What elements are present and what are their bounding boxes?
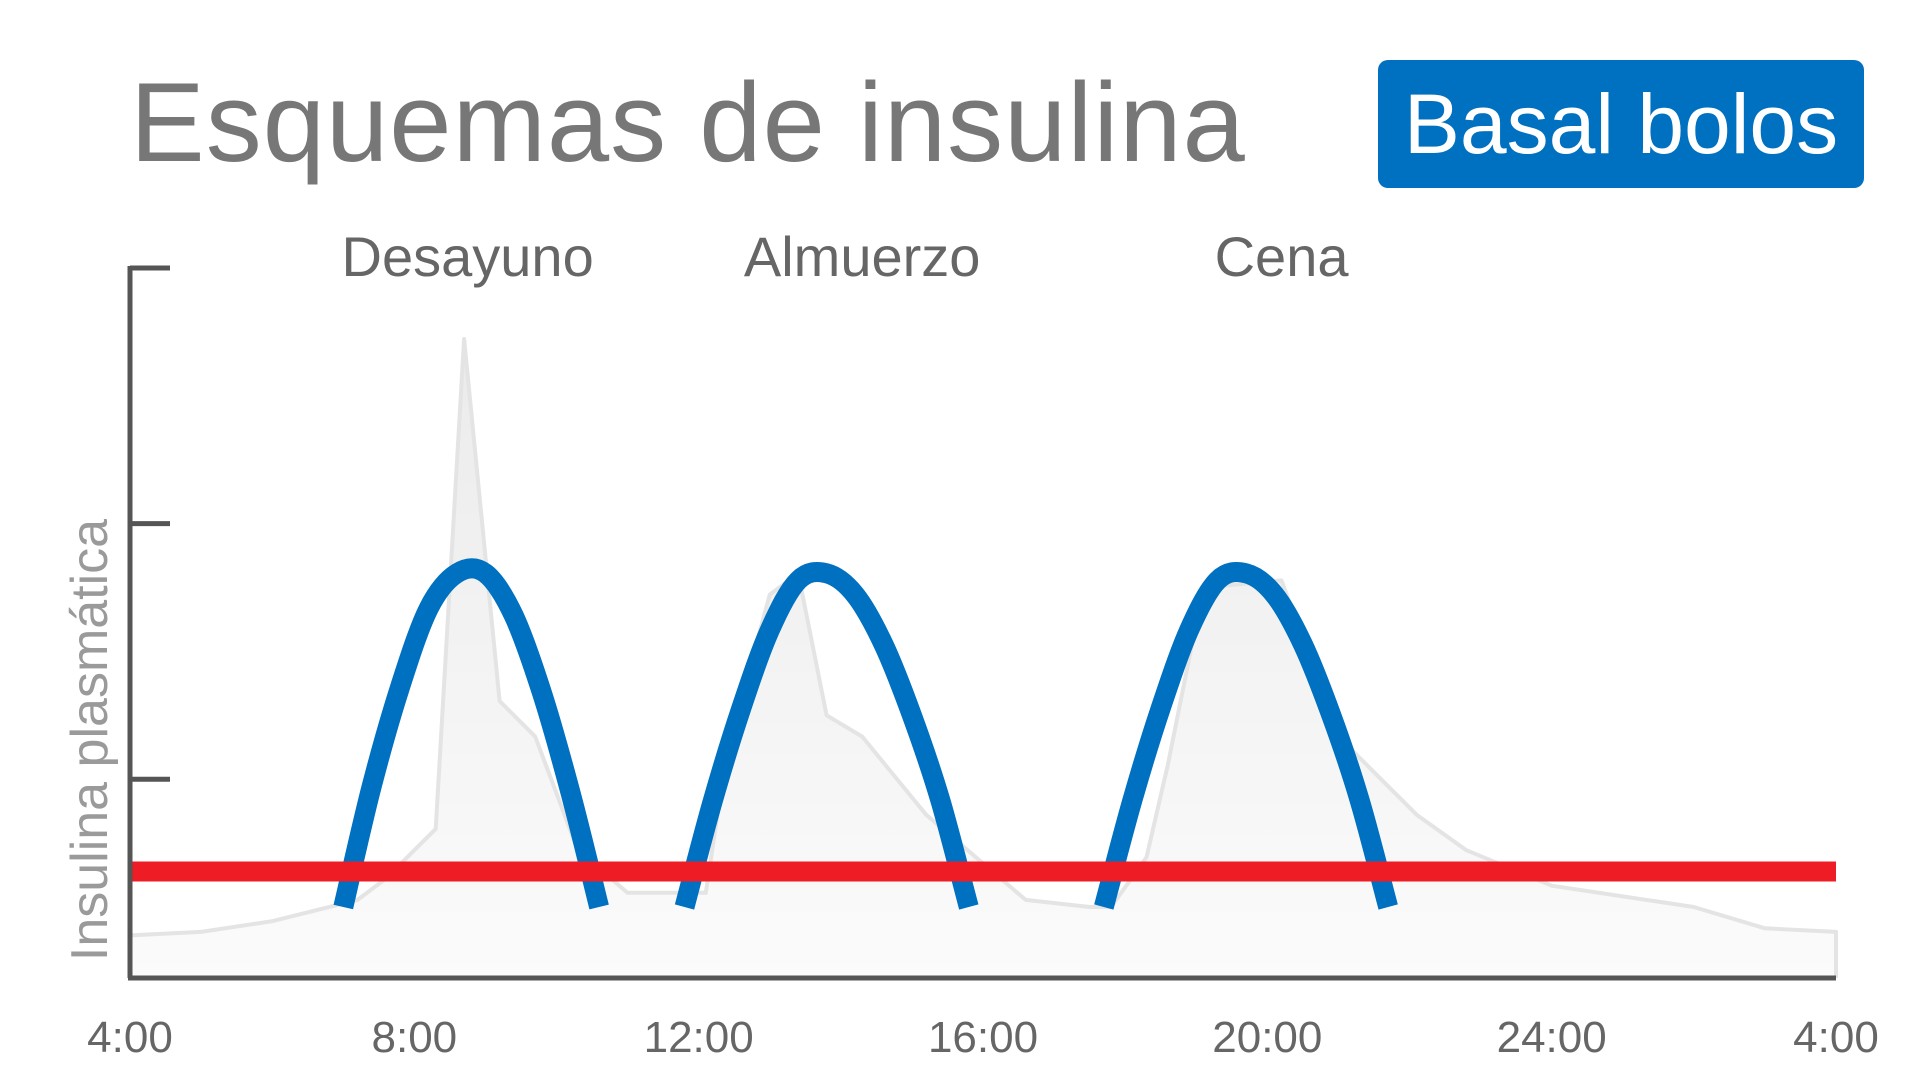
regimen-badge: Basal bolos <box>1378 60 1864 188</box>
bolus-layer <box>333 558 1398 910</box>
curve-layer <box>129 337 1838 978</box>
bolus-arc-2 <box>674 561 979 910</box>
insulin-area-fill <box>130 339 1836 978</box>
x-tick-label: 4:00 <box>1793 1013 1879 1062</box>
x-tick-label: 20:00 <box>1212 1013 1322 1062</box>
meal-labels: Desayuno Almuerzo Cena <box>342 225 1350 288</box>
meal-label: Cena <box>1215 225 1350 288</box>
x-tick-labels: 4:00 8:00 12:00 16:00 20:00 24:00 4:00 <box>87 1013 1879 1062</box>
x-tick-label: 12:00 <box>644 1013 754 1062</box>
x-tick-label: 16:00 <box>928 1013 1038 1062</box>
axes <box>127 265 1836 981</box>
meal-label: Desayuno <box>342 225 594 288</box>
insulin-area-line <box>129 337 1838 978</box>
x-tick-label: 8:00 <box>372 1013 458 1062</box>
x-tick-label: 4:00 <box>87 1013 173 1062</box>
bolus-arc-3 <box>1094 561 1398 910</box>
bolus-arc-1 <box>333 558 609 910</box>
x-tick-label: 24:00 <box>1497 1013 1607 1062</box>
page-title: Esquemas de insulina <box>130 60 1246 185</box>
y-axis-label: Insulina plasmática <box>61 518 119 962</box>
meal-label: Almuerzo <box>744 225 981 288</box>
